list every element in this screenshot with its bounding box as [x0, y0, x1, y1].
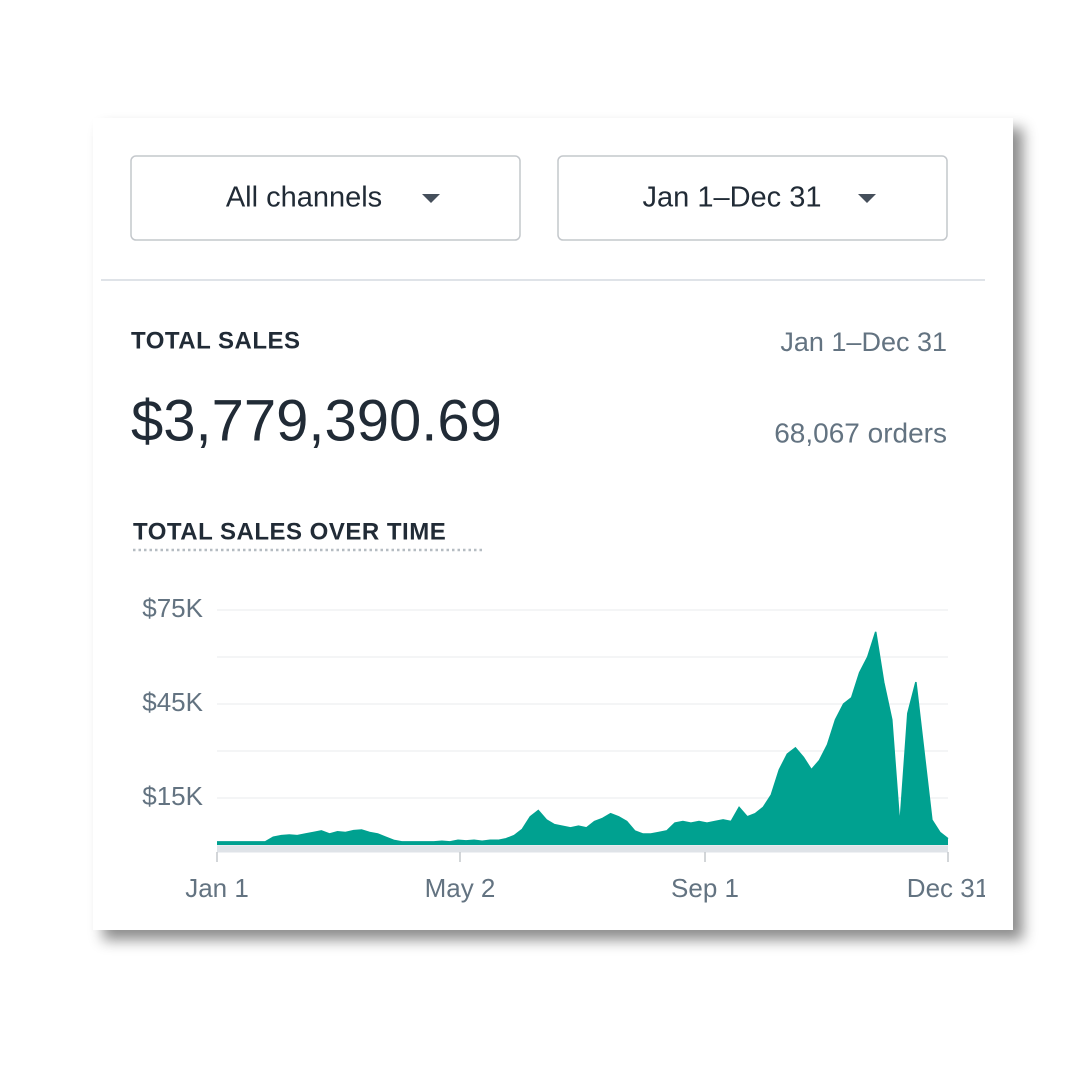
orders-count: 68,067 orders — [774, 417, 947, 448]
date-dropdown[interactable] — [557, 155, 948, 241]
x-tick-label: May 2 — [425, 873, 496, 903]
card-content: All channels Jan 1–Dec 31 TOTAL SALES Ja… — [101, 155, 989, 903]
y-tick-label: $15K — [142, 781, 203, 811]
x-tick-label: Sep 1 — [671, 873, 739, 903]
summary-date: Jan 1–Dec 31 — [780, 327, 947, 357]
area-line — [217, 631, 949, 843]
y-tick-label: $45K — [142, 687, 203, 717]
channel-label: All channels — [226, 182, 382, 214]
x-tick-label: Dec 31 — [907, 873, 989, 903]
x-tick-label: Jan 1 — [185, 873, 249, 903]
dropdown-caret — [422, 194, 440, 203]
area-fill — [217, 631, 948, 845]
dropdown-caret — [858, 194, 876, 203]
channel-dropdown[interactable] — [130, 155, 521, 241]
summary-title: TOTAL SALES — [131, 327, 301, 354]
chart-title[interactable]: TOTAL SALES OVER TIME — [133, 518, 446, 545]
total-amount: $3,779,390.69 — [131, 388, 502, 453]
date-label: Jan 1–Dec 31 — [643, 182, 822, 214]
y-tick-label: $75K — [142, 593, 203, 623]
